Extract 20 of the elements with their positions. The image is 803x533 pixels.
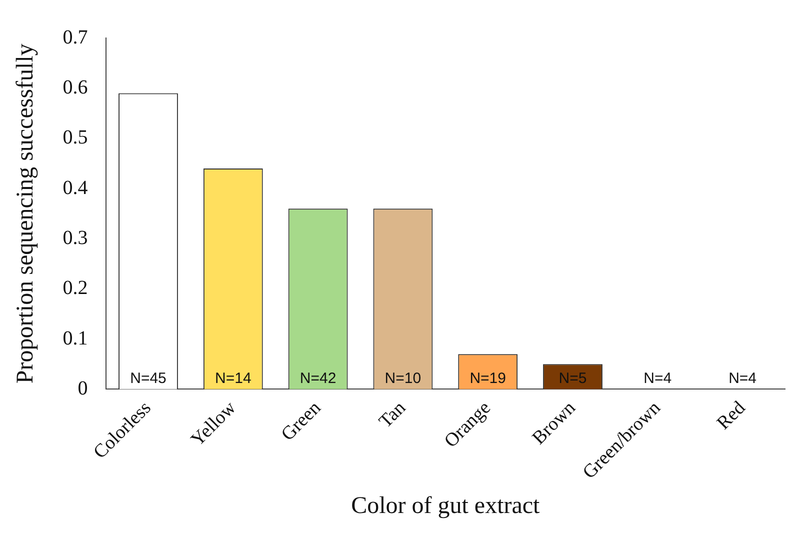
annotation: N=14 [215, 370, 252, 387]
x-tick-label: Red [713, 397, 750, 434]
annotation: N=5 [558, 370, 587, 387]
y-tick-label: 0.4 [62, 176, 88, 199]
annotation: N=10 [384, 370, 422, 387]
y-tick-label: 0.2 [62, 277, 88, 300]
y-axis-title: Proportion sequencing successfully [12, 44, 39, 384]
y-tick-label: 0 [78, 377, 88, 400]
y-tick-label: 0.3 [62, 226, 88, 249]
y-tick-label: 0.5 [62, 126, 88, 149]
annotation: N=4 [728, 370, 757, 387]
y-tick-label: 0.7 [62, 26, 88, 48]
annotation: N=45 [130, 370, 166, 387]
x-axis-title: Color of gut extract [351, 492, 540, 519]
y-tick-label: 0.1 [62, 327, 88, 350]
x-tick-label: Tan [375, 397, 410, 432]
annotation: N=42 [300, 370, 336, 387]
annotation: N=19 [470, 370, 506, 387]
annotation: N=4 [644, 370, 672, 387]
y-tick-label: 0.6 [62, 76, 88, 98]
